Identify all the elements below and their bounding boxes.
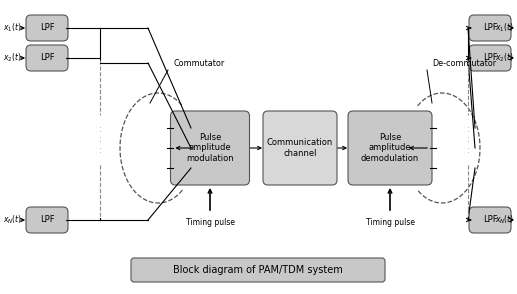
Text: :
:
:: : : :: [99, 125, 101, 155]
Text: LPF: LPF: [483, 54, 497, 63]
FancyBboxPatch shape: [348, 111, 432, 185]
Text: LPF: LPF: [483, 24, 497, 33]
Text: $x_1(t)$: $x_1(t)$: [3, 22, 22, 34]
Text: LPF: LPF: [40, 24, 54, 33]
Text: $x_2(t)$: $x_2(t)$: [3, 52, 22, 64]
Text: LPF: LPF: [40, 216, 54, 225]
FancyBboxPatch shape: [263, 111, 337, 185]
Text: Pulse
amplitude
demodulation: Pulse amplitude demodulation: [361, 133, 419, 163]
Text: De-commutator: De-commutator: [432, 59, 496, 68]
Text: Pulse
amplitude
modulation: Pulse amplitude modulation: [186, 133, 234, 163]
Text: $x_2(t)$: $x_2(t)$: [495, 52, 514, 64]
Text: LPF: LPF: [483, 216, 497, 225]
Text: $x_N(t)$: $x_N(t)$: [3, 214, 22, 226]
Text: LPF: LPF: [40, 54, 54, 63]
Text: $x_N(t)$: $x_N(t)$: [495, 214, 514, 226]
FancyBboxPatch shape: [469, 207, 511, 233]
Text: Communication
channel: Communication channel: [267, 138, 333, 158]
FancyBboxPatch shape: [469, 15, 511, 41]
Text: $x_1(t)$: $x_1(t)$: [495, 22, 514, 34]
Text: Timing pulse: Timing pulse: [186, 218, 235, 227]
FancyBboxPatch shape: [26, 45, 68, 71]
FancyBboxPatch shape: [26, 15, 68, 41]
Text: Commutator: Commutator: [173, 59, 224, 68]
Text: Timing pulse: Timing pulse: [366, 218, 415, 227]
FancyBboxPatch shape: [469, 45, 511, 71]
Text: Block diagram of PAM/TDM system: Block diagram of PAM/TDM system: [173, 265, 343, 275]
FancyBboxPatch shape: [171, 111, 250, 185]
FancyBboxPatch shape: [131, 258, 385, 282]
FancyBboxPatch shape: [26, 207, 68, 233]
Text: :
:
:: : : :: [467, 125, 469, 155]
